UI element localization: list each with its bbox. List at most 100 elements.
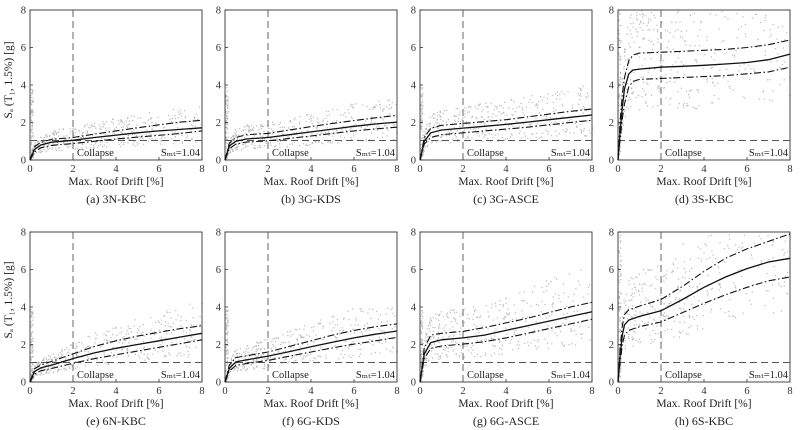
scatter-point [192,317,194,319]
scatter-point [105,146,107,148]
scatter-point [514,312,516,314]
scatter-point [427,325,430,327]
scatter-point [422,105,424,107]
scatter-point [685,333,688,335]
scatter-point [524,135,527,137]
scatter-point [643,37,646,39]
scatter-point [272,123,274,125]
scatter-point [234,147,236,149]
scatter-point [36,365,38,368]
scatter-point [627,67,629,69]
scatter-point [635,339,637,341]
scatter-point [120,142,122,144]
scatter-point [552,305,554,308]
scatter-point [196,324,198,326]
scatter-point [474,309,476,311]
scatter-point [688,94,690,96]
scatter-point [236,349,238,351]
scatter-point [620,323,622,325]
scatter-point [394,326,396,328]
scatter-point [719,272,721,274]
scatter-point [422,349,424,351]
scatter-point [742,16,744,18]
scatter-point [421,111,423,113]
scatter-point [364,120,367,122]
y-tick-label: 8 [609,6,614,17]
scatter-point [110,351,112,353]
scatter-point [263,130,265,132]
scatter-point [429,324,432,326]
scatter-point [69,128,71,130]
scatter-point [39,363,41,365]
scatter-point [234,363,237,365]
y-axis-label-top: Sₐ (T₁, 1.5%) [g] [3,41,15,118]
scatter-point [772,23,774,26]
scatter-point [643,90,645,92]
scatter-point [435,313,437,315]
scatter-point [178,133,181,135]
scatter-point [270,356,272,358]
scatter-point [303,328,305,331]
scatter-point [657,31,659,33]
scatter-point [543,96,545,98]
y-tick-label: 8 [411,228,416,239]
scatter-point [227,342,229,344]
scatter-point [86,345,89,348]
scatter-point [325,110,328,112]
scatter-point [422,375,424,377]
scatter-point [263,348,265,350]
scatter-point [172,122,174,124]
x-tick-label: 2 [460,164,465,175]
scatter-point [537,346,539,348]
scatter-point [131,119,134,122]
scatter-point [541,300,543,302]
scatter-point [479,103,481,105]
scatter-point [718,284,721,286]
scatter-point [68,366,70,368]
scatter-point [449,328,451,330]
scatter-point [191,138,193,140]
scatter-point [32,377,34,379]
scatter-point [455,353,458,355]
scatter-point [678,103,680,105]
scatter-point [349,345,351,347]
scatter-point [126,117,129,120]
scatter-point [479,316,481,319]
scatter-point [634,320,636,322]
scatter-point [627,58,629,60]
scatter-point [511,113,513,115]
scatter-point [225,120,227,122]
scatter-point [467,344,469,346]
scatter-point [37,361,39,363]
scatter-point [236,146,238,148]
scatter-point [665,82,668,84]
scatter-point [392,346,394,348]
scatter-point [226,334,228,336]
scatter-point [641,290,643,292]
scatter-point [199,323,201,326]
scatter-point [438,327,440,329]
scatter-point [588,129,590,132]
scatter-point [764,17,766,19]
scatter-point [56,131,58,134]
scatter-point [620,106,622,108]
scatter-point [420,94,422,96]
scatter-point [322,327,324,329]
scatter-point [266,124,268,126]
scatter-point [438,132,440,134]
scatter-point [623,302,625,304]
scatter-point [696,325,699,327]
scatter-point [683,102,686,104]
scatter-point [465,123,467,125]
scatter-point [225,141,227,144]
scatter-point [452,309,454,311]
scatter-point [639,27,641,29]
scatter-point [389,113,391,115]
scatter-point [495,328,497,330]
scatter-point [565,131,568,133]
scatter-point [180,319,182,322]
scatter-point [43,360,45,362]
scatter-point [563,292,565,294]
scatter-point [246,355,248,357]
